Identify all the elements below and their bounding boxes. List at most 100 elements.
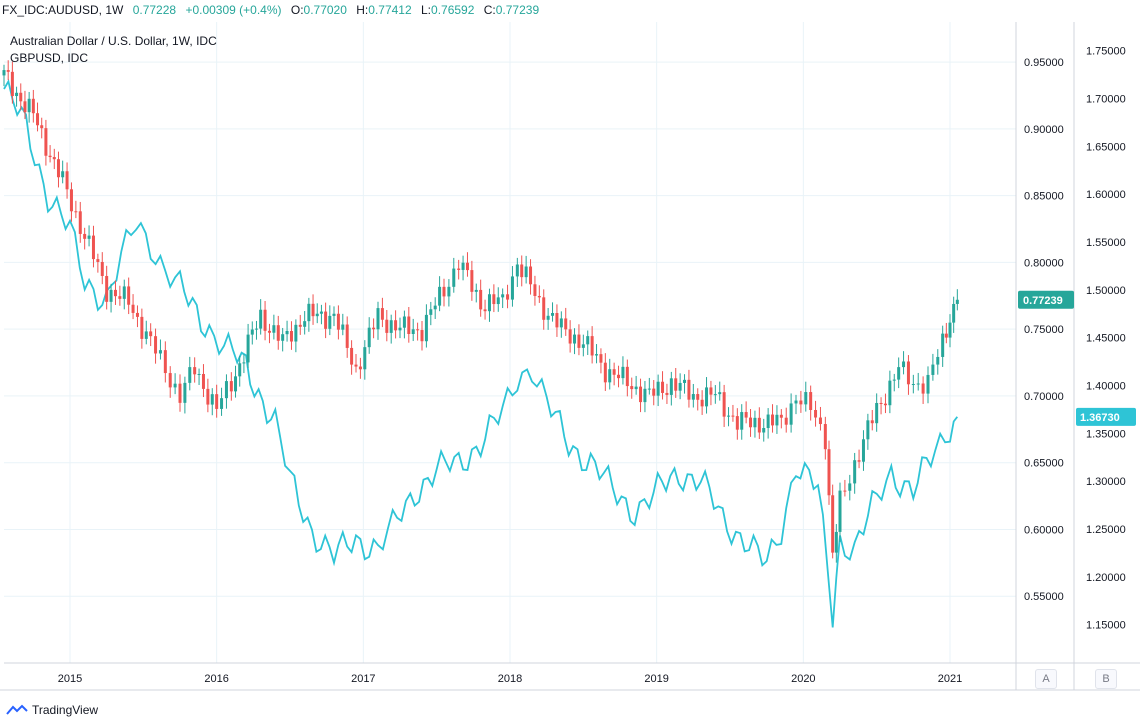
candle-body — [40, 125, 44, 129]
candle-body — [289, 330, 293, 342]
candle-body — [735, 416, 739, 430]
candle-body — [892, 379, 896, 381]
candle-body — [744, 412, 748, 418]
candle-body — [713, 394, 717, 396]
candle-body — [465, 262, 469, 271]
candle-body — [621, 366, 625, 379]
candle-body — [447, 286, 451, 297]
candle-body — [380, 308, 384, 320]
candle-body — [44, 128, 48, 156]
right-tick-label: 1.40000 — [1086, 381, 1126, 393]
candle-body — [902, 361, 906, 368]
candle-body — [424, 314, 428, 342]
scale-a-button[interactable]: A — [1035, 669, 1057, 689]
candle-body — [823, 424, 827, 450]
candle-body — [461, 262, 465, 270]
candle-body — [568, 329, 572, 344]
candle-body — [520, 264, 524, 278]
candle-body — [78, 211, 82, 234]
candle-body — [149, 331, 153, 337]
candle-body — [144, 331, 148, 339]
candle-body — [242, 362, 246, 364]
candle-body — [691, 394, 695, 400]
candle-body — [559, 318, 563, 328]
candle-body — [573, 334, 577, 344]
candle-body — [193, 367, 197, 375]
candle-body — [586, 336, 590, 345]
candle-body — [487, 294, 491, 312]
candle-body — [254, 328, 258, 330]
right-tick-label: 1.15000 — [1086, 620, 1126, 632]
candle-body — [603, 362, 607, 383]
candle-body — [303, 321, 307, 327]
candle-body — [411, 329, 415, 335]
candle-body — [955, 299, 959, 304]
candle-body — [564, 318, 568, 330]
candle-body — [731, 415, 735, 417]
low-label: L: — [421, 3, 432, 17]
candle-body — [433, 305, 437, 310]
candle-body — [31, 98, 35, 114]
candle-body — [6, 70, 10, 72]
last-price: 0.77228 — [132, 3, 177, 17]
candle-body — [259, 309, 263, 329]
candle-body — [870, 420, 874, 424]
candle-body — [385, 319, 389, 333]
right-tick-label: 1.25000 — [1086, 524, 1126, 536]
right-tick-label: 1.75000 — [1086, 46, 1126, 58]
candle-body — [948, 322, 952, 338]
candle-body — [634, 386, 638, 390]
candle-body — [83, 233, 87, 239]
candle-body — [779, 414, 783, 418]
candle-body — [52, 157, 56, 160]
x-tick-label: 2020 — [791, 673, 815, 685]
candle-body — [135, 312, 139, 317]
candle-body — [542, 297, 546, 320]
main-series-legend[interactable]: Australian Dollar / U.S. Dollar, 1W, IDC — [10, 34, 217, 48]
candle-body — [590, 336, 594, 356]
candle-body — [804, 392, 808, 405]
left-tick-label: 0.70000 — [1024, 391, 1064, 403]
candle-body — [319, 311, 323, 314]
candle-body — [109, 289, 113, 302]
last-price-badge — [1018, 290, 1074, 309]
candle-body — [818, 417, 822, 425]
high-value: 0.77412 — [368, 3, 412, 17]
candle-body — [766, 414, 770, 429]
candle-body — [402, 316, 406, 328]
tradingview-logo[interactable]: TradingView — [6, 703, 98, 717]
candle-body — [238, 363, 242, 377]
candle-body — [376, 308, 380, 330]
compare-series-legend[interactable]: GBPUSD, IDC — [10, 51, 89, 65]
candle-body — [372, 327, 376, 330]
gbpusd-line — [3, 78, 959, 628]
candle-body — [178, 383, 182, 403]
x-tick-label: 2021 — [938, 673, 962, 685]
chart-grid — [4, 22, 1016, 663]
candle-body — [831, 495, 835, 553]
candle-body — [345, 324, 349, 348]
candle-body — [429, 309, 433, 315]
candle-body — [722, 392, 726, 417]
symbol-header: FX_IDC:AUDUSD, 1W 0.77228 +0.00309 (+0.4… — [2, 3, 545, 17]
scale-b-button[interactable]: B — [1095, 669, 1117, 689]
right-tick-label: 1.50000 — [1086, 285, 1126, 297]
candle-body — [529, 266, 533, 285]
right-tick-label: 1.70000 — [1086, 94, 1126, 106]
candle-body — [127, 286, 131, 305]
candle-body — [524, 266, 528, 278]
candle-body — [328, 315, 332, 329]
candle-body — [625, 366, 629, 387]
candle-body — [799, 400, 803, 405]
right-tick-label: 1.30000 — [1086, 476, 1126, 488]
candle-body — [315, 313, 319, 317]
symbol-title[interactable]: FX_IDC:AUDUSD, 1W — [2, 3, 124, 17]
candle-body — [678, 382, 682, 391]
candle-body — [827, 449, 831, 496]
candle-body — [709, 387, 713, 395]
candle-body — [250, 329, 254, 335]
candle-body — [506, 294, 510, 300]
candle-body — [762, 428, 766, 433]
candle-body — [173, 383, 177, 388]
